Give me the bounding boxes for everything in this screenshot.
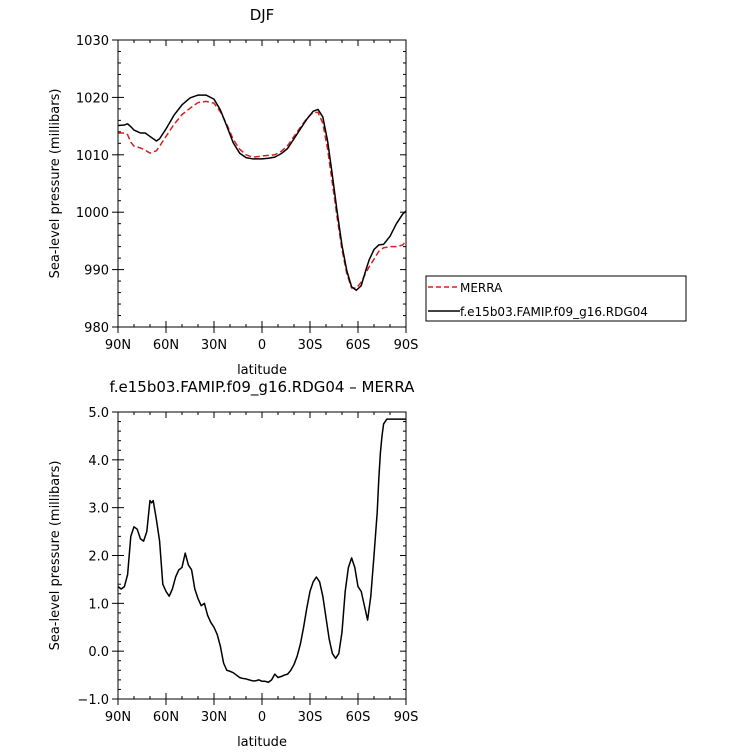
pressure-x-axis-label: latitude	[237, 363, 287, 378]
pressure-y-tick-label: 990	[84, 264, 109, 279]
legend-label-model: f.e15b03.FAMIP.f09_g16.RDG04	[460, 305, 648, 319]
difference-y-tick-label: 3.0	[88, 502, 109, 517]
difference-y-tick-label: −1.0	[77, 693, 109, 708]
pressure-x-tick-label: 60S	[346, 338, 371, 353]
pressure-series-group	[117, 94, 407, 292]
pressure-y-tick-label: 980	[84, 321, 109, 336]
legend: MERRA f.e15b03.FAMIP.f09_g16.RDG04	[425, 275, 687, 322]
difference-x-tick-label: 60N	[153, 710, 179, 725]
pressure-y-axis-label: Sea-level pressure (millibars)	[48, 89, 63, 279]
pressure-panel: DJF 90N 60N 30N 0 30S 60S 90S 980 990 1000 1010 102…	[48, 6, 687, 378]
difference-panel: f.e15b03.FAMIP.f09_g16.RDG04 – MERRA 90N…	[48, 378, 418, 750]
pressure-x-tick-label: 30S	[298, 338, 323, 353]
pressure-x-tick-label: 30N	[201, 338, 227, 353]
difference-x-tick-label: 60S	[346, 710, 371, 725]
difference-x-tick-label: 0	[258, 710, 266, 725]
difference-y-tick-label: 5.0	[88, 406, 109, 421]
difference-ticks: 90N 60N 30N 0 30S 60S 90S −1.0 0.0 1.0 2.0 3.0 4.0 5.…	[77, 406, 418, 725]
difference-x-axis-label: latitude	[237, 735, 287, 750]
pressure-series-line-1	[117, 94, 407, 292]
pressure-y-tick-label: 1010	[76, 149, 109, 164]
difference-y-tick-label: 0.0	[88, 645, 109, 660]
pressure-y-tick-label: 1030	[76, 34, 109, 49]
legend-box	[425, 275, 687, 322]
difference-y-tick-label: 4.0	[88, 454, 109, 469]
difference-y-tick-label: 1.0	[88, 597, 109, 612]
difference-x-tick-label: 90N	[105, 710, 131, 725]
difference-x-tick-label: 30N	[201, 710, 227, 725]
difference-y-tick-label: 2.0	[88, 550, 109, 565]
difference-x-tick-label: 30S	[298, 710, 323, 725]
pressure-x-tick-label: 60N	[153, 338, 179, 353]
pressure-y-tick-label: 1000	[76, 206, 109, 221]
pressure-x-tick-label: 0	[258, 338, 266, 353]
pressure-ticks: 90N 60N 30N 0 30S 60S 90S 980 990 1000 1010 1020 103…	[76, 34, 418, 353]
difference-series-group	[117, 418, 406, 684]
difference-series-line-0	[117, 418, 406, 684]
pressure-x-tick-label: 90S	[394, 338, 419, 353]
pressure-panel-title: DJF	[250, 6, 275, 24]
pressure-x-tick-label: 90N	[105, 338, 131, 353]
pressure-y-tick-label: 1020	[76, 91, 109, 106]
difference-panel-title: f.e15b03.FAMIP.f09_g16.RDG04 – MERRA	[110, 378, 416, 397]
difference-y-axis-label: Sea-level pressure (millibars)	[48, 461, 63, 651]
difference-x-tick-label: 90S	[394, 710, 419, 725]
legend-label-merra: MERRA	[460, 281, 503, 295]
